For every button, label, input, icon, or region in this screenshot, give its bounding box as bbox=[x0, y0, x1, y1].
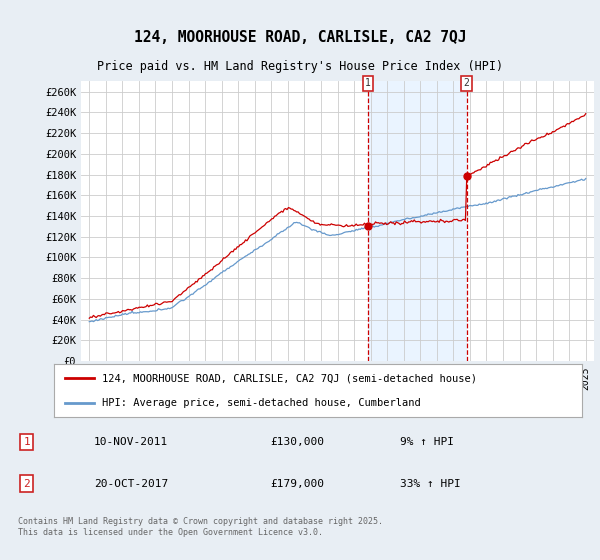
Text: 20-OCT-2017: 20-OCT-2017 bbox=[94, 479, 169, 488]
Text: Price paid vs. HM Land Registry's House Price Index (HPI): Price paid vs. HM Land Registry's House … bbox=[97, 59, 503, 73]
Text: HPI: Average price, semi-detached house, Cumberland: HPI: Average price, semi-detached house,… bbox=[101, 398, 420, 408]
Text: 2: 2 bbox=[23, 479, 30, 488]
Text: 33% ↑ HPI: 33% ↑ HPI bbox=[400, 479, 461, 488]
Bar bbox=[368, 81, 467, 361]
Text: 124, MOORHOUSE ROAD, CARLISLE, CA2 7QJ (semi-detached house): 124, MOORHOUSE ROAD, CARLISLE, CA2 7QJ (… bbox=[101, 374, 476, 384]
Text: 124, MOORHOUSE ROAD, CARLISLE, CA2 7QJ: 124, MOORHOUSE ROAD, CARLISLE, CA2 7QJ bbox=[134, 30, 466, 45]
Text: 2: 2 bbox=[464, 78, 470, 88]
Text: 1: 1 bbox=[23, 437, 30, 447]
Text: 10-NOV-2011: 10-NOV-2011 bbox=[94, 437, 169, 447]
Text: £130,000: £130,000 bbox=[271, 437, 325, 447]
Text: 9% ↑ HPI: 9% ↑ HPI bbox=[400, 437, 454, 447]
Text: Contains HM Land Registry data © Crown copyright and database right 2025.
This d: Contains HM Land Registry data © Crown c… bbox=[18, 517, 383, 536]
Text: £179,000: £179,000 bbox=[271, 479, 325, 488]
Text: 1: 1 bbox=[365, 78, 371, 88]
